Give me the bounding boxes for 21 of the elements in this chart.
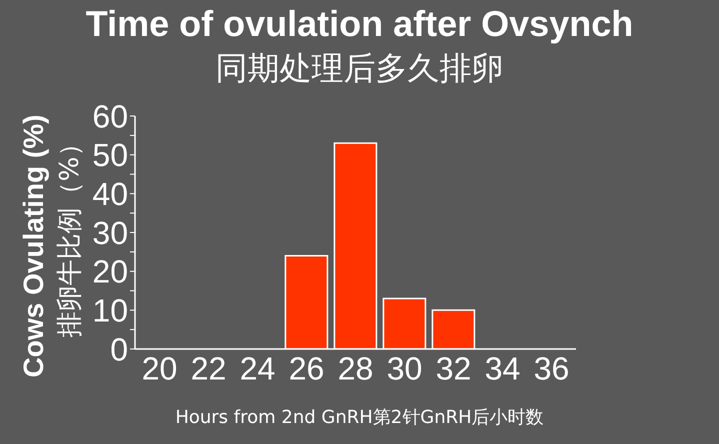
x-tick-label: 32: [436, 350, 472, 387]
chart-subtitle: 同期处理后多久排卵: [214, 48, 504, 89]
y-tick-label: 20: [92, 254, 128, 290]
y-tick-label: 0: [110, 331, 128, 368]
x-tick-label: 34: [484, 350, 520, 387]
x-tick-label: 30: [386, 350, 422, 387]
x-tick-label: 36: [534, 350, 570, 387]
y-tick-label: 60: [92, 98, 128, 134]
x-tick-label: 26: [288, 350, 324, 387]
y-tick-label: 50: [92, 137, 128, 174]
y-axis-title: Cows Ovulating (%): [18, 114, 50, 380]
x-tick-label: 28: [338, 350, 374, 387]
x-tick-label: 22: [190, 350, 226, 387]
y-tick-label: 40: [92, 176, 128, 212]
x-axis-title: Hours from 2nd GnRH第2针GnRH后小时数: [174, 406, 545, 430]
x-tick-label: 24: [240, 350, 276, 387]
y-tick-label: 10: [92, 292, 128, 329]
y2-axis-title: 排卵牛比例（%）: [54, 130, 86, 340]
y-tick-label: 30: [92, 214, 128, 251]
chart-title: Time of ovulation after Ovsynch: [84, 2, 634, 46]
x-tick-label: 20: [142, 350, 178, 387]
